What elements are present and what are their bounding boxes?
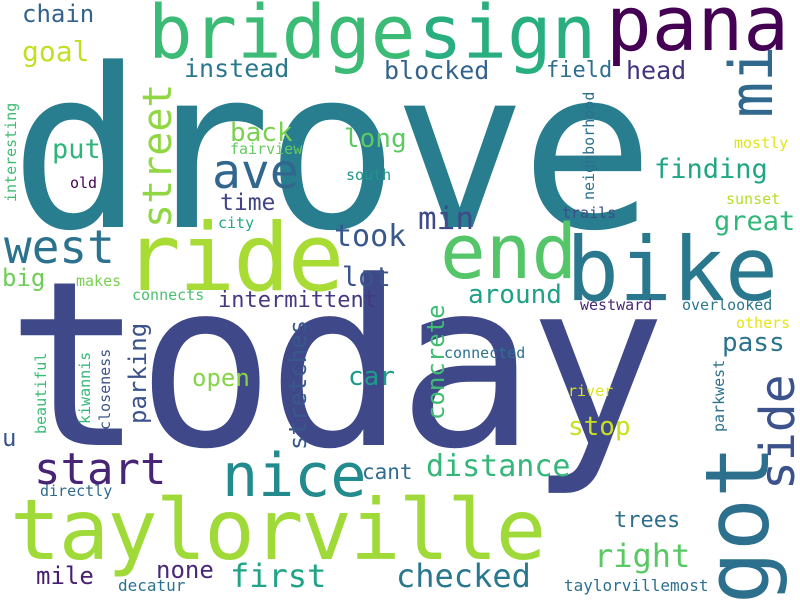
word-u: u [2, 424, 17, 452]
word-ave: ave [212, 144, 299, 200]
word-lot: lot [342, 262, 391, 293]
word-old: old [70, 174, 98, 192]
word-mile: mile [36, 562, 94, 590]
word-right: right [594, 537, 691, 575]
word-ride: ride [124, 204, 344, 313]
word-checked: checked [396, 557, 531, 595]
word-stop: stop [568, 412, 631, 442]
word-makes: makes [76, 272, 122, 290]
word-interesting: interesting [2, 102, 20, 202]
word-taylorvillemost: taylorvillemost [564, 576, 709, 595]
word-kiwannis: kiwannis [76, 351, 94, 424]
word-pana: pana [606, 0, 790, 68]
word-chain: chain [22, 0, 95, 28]
word-start: start [34, 444, 167, 495]
word-head: head [626, 56, 687, 85]
word-bridge: bridge [148, 0, 416, 76]
word-nice: nice [222, 441, 367, 511]
word-instead: instead [184, 54, 290, 83]
word-pass: pass [722, 328, 785, 358]
word-open: open [192, 364, 250, 392]
word-field: field [546, 58, 613, 83]
word-first: first [230, 557, 327, 595]
word-overlooked: overlooked [682, 296, 773, 314]
word-west: west [4, 220, 115, 274]
word-street: street [135, 83, 181, 229]
word-closeness: closeness [96, 348, 114, 430]
word-city: city [218, 214, 255, 232]
word-end: end [440, 207, 578, 296]
word-long: long [344, 124, 407, 154]
word-taylorville: taylorville [10, 481, 546, 579]
word-intermittent: intermittent [218, 288, 377, 313]
word-side: side [750, 374, 800, 490]
word-put: put [52, 134, 101, 165]
word-car: car [348, 362, 395, 392]
word-parkwest: parkwest [710, 359, 728, 432]
word-big: big [2, 264, 46, 292]
word-today: today [6, 233, 666, 500]
word-beautiful: beautiful [32, 352, 50, 434]
word-great: great [714, 206, 796, 237]
word-decatur: decatur [118, 576, 186, 595]
word-finding: finding [654, 154, 768, 185]
word-parking: parking [124, 322, 152, 424]
word-mostly: mostly [734, 134, 789, 152]
word-others: others [736, 314, 791, 332]
word-goal: goal [22, 35, 90, 68]
word-cant: cant [362, 460, 413, 484]
word-drove: drove [10, 22, 654, 280]
word-took: took [334, 219, 407, 254]
word-sunset: sunset [726, 190, 781, 208]
word-none: none [156, 556, 214, 584]
word-sign: sign [418, 0, 597, 76]
word-south: south [346, 166, 392, 184]
word-around: around [468, 280, 562, 310]
word-stretches: stretches [284, 319, 312, 450]
word-trails: trails [562, 204, 617, 222]
word-directly: directly [40, 482, 113, 500]
word-river: river [568, 382, 614, 400]
word-concrete: concrete [422, 304, 450, 420]
word-fairview: fairview [230, 140, 303, 158]
word-neighborhood: neighborhood [580, 91, 598, 200]
word-min: min [418, 201, 474, 237]
word-mi: mi [717, 45, 787, 118]
word-westward: westward [580, 296, 653, 314]
word-distance: distance [426, 449, 571, 484]
word-back: back [230, 118, 293, 148]
word-connected: connected [444, 344, 526, 362]
word-connects: connects [132, 286, 205, 304]
word-blocked: blocked [384, 56, 490, 85]
word-bike: bike [566, 218, 778, 321]
word-trees: trees [614, 508, 681, 533]
word-time: time [220, 190, 276, 216]
